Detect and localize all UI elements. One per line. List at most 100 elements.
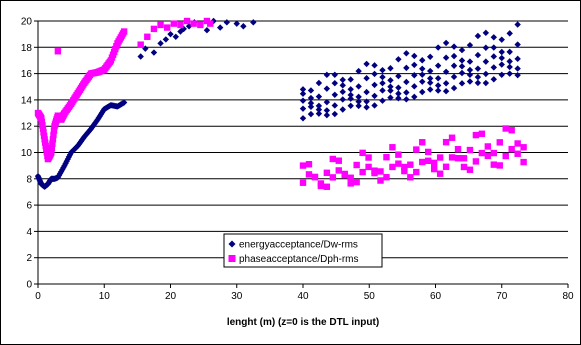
data-point bbox=[490, 76, 497, 83]
legend-label-phase: phaseacceptance/Dph-rms bbox=[239, 254, 359, 265]
data-point bbox=[371, 102, 378, 109]
data-point bbox=[323, 85, 331, 92]
data-point bbox=[144, 33, 151, 40]
axes: 0 2 4 6 8 10 12 14 16 18 20 0 10 20 30 40 50 60 70 80 bbox=[21, 17, 574, 303]
data-point bbox=[329, 174, 337, 181]
data-point bbox=[514, 150, 521, 157]
data-point bbox=[43, 149, 51, 156]
data-point bbox=[363, 60, 370, 68]
data-point bbox=[250, 19, 257, 26]
data-point bbox=[371, 92, 378, 100]
data-point bbox=[482, 58, 490, 65]
data-point bbox=[454, 155, 462, 162]
data-point bbox=[371, 167, 378, 174]
data-point bbox=[490, 53, 497, 60]
data-point bbox=[514, 140, 521, 147]
data-point bbox=[365, 154, 372, 161]
data-point bbox=[427, 79, 434, 86]
x-tick-label: 10 bbox=[99, 291, 111, 302]
data-point bbox=[180, 25, 187, 33]
data-point bbox=[466, 146, 474, 154]
data-point bbox=[458, 80, 466, 87]
data-point bbox=[353, 178, 360, 186]
data-point bbox=[419, 65, 426, 72]
data-point bbox=[411, 72, 418, 79]
data-point bbox=[419, 88, 426, 96]
data-point bbox=[307, 103, 315, 111]
data-point bbox=[177, 28, 184, 35]
y-tick-label: 8 bbox=[26, 174, 32, 185]
data-point bbox=[307, 87, 315, 94]
data-point bbox=[490, 161, 497, 168]
data-point bbox=[466, 166, 474, 173]
data-point bbox=[458, 57, 466, 64]
data-point bbox=[363, 75, 370, 82]
data-point bbox=[484, 143, 492, 150]
data-point bbox=[323, 107, 331, 114]
data-point bbox=[305, 161, 313, 168]
x-tick-label: 50 bbox=[364, 291, 376, 302]
data-point bbox=[379, 73, 386, 81]
data-point bbox=[371, 70, 378, 78]
y-tick-label: 4 bbox=[26, 227, 32, 238]
data-point bbox=[339, 82, 346, 89]
data-point bbox=[490, 44, 497, 51]
data-point bbox=[395, 151, 402, 158]
data-point bbox=[498, 54, 505, 62]
data-point bbox=[425, 157, 432, 164]
data-point bbox=[353, 161, 360, 169]
data-point bbox=[120, 99, 128, 106]
data-point bbox=[514, 21, 521, 28]
data-point bbox=[41, 136, 48, 143]
data-point bbox=[39, 122, 46, 129]
data-point bbox=[389, 163, 396, 171]
data-point bbox=[307, 99, 315, 107]
data-point bbox=[339, 106, 346, 113]
data-point bbox=[474, 32, 482, 40]
data-point bbox=[331, 102, 338, 109]
data-point bbox=[65, 153, 73, 161]
data-point bbox=[190, 20, 197, 27]
legend: energyacceptance/Dw-rms phaseacceptance/… bbox=[223, 233, 383, 268]
data-point bbox=[450, 52, 458, 60]
data-point bbox=[419, 139, 426, 146]
data-point bbox=[434, 75, 442, 82]
data-point bbox=[335, 167, 342, 174]
data-point bbox=[307, 110, 315, 118]
data-point bbox=[484, 152, 492, 160]
data-point bbox=[299, 162, 307, 169]
data-point bbox=[315, 102, 323, 110]
data-point bbox=[50, 127, 58, 134]
legend-label-energy: energyacceptance/Dw-rms bbox=[239, 240, 358, 251]
data-point bbox=[379, 97, 386, 104]
data-point bbox=[419, 71, 426, 78]
data-point bbox=[170, 20, 178, 27]
data-point bbox=[498, 36, 505, 43]
data-point bbox=[427, 53, 434, 60]
data-point bbox=[363, 104, 370, 111]
data-point bbox=[207, 20, 214, 27]
data-point bbox=[387, 94, 394, 101]
data-point bbox=[371, 81, 378, 89]
data-point bbox=[347, 102, 354, 109]
x-tick-label: 30 bbox=[231, 291, 243, 302]
data-point bbox=[379, 66, 386, 74]
data-point bbox=[460, 163, 468, 171]
data-point bbox=[434, 87, 442, 94]
data-point bbox=[315, 106, 323, 113]
data-point bbox=[508, 145, 515, 153]
data-point bbox=[442, 163, 450, 170]
data-points bbox=[34, 17, 527, 190]
data-point bbox=[506, 30, 513, 37]
data-point bbox=[496, 139, 503, 146]
y-tick-label: 20 bbox=[21, 17, 33, 28]
data-point bbox=[203, 27, 211, 34]
data-point bbox=[389, 144, 396, 151]
data-point bbox=[383, 174, 390, 181]
data-point bbox=[427, 86, 434, 93]
data-point bbox=[331, 91, 338, 98]
data-point bbox=[38, 118, 46, 126]
data-point bbox=[434, 44, 442, 51]
data-point bbox=[203, 17, 211, 25]
